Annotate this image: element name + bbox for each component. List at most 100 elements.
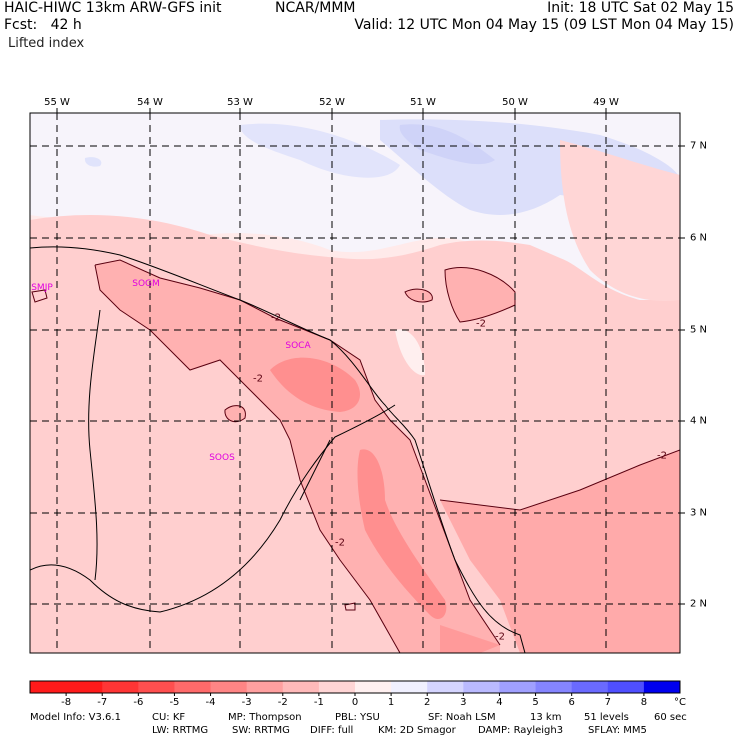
footer-model-info: Model Info: V3.6.1 (30, 712, 121, 723)
colorbar-unit: °C (674, 697, 686, 708)
colorbar-label: 8 (640, 697, 648, 708)
map-field (30, 113, 680, 653)
station-soca: SOCA (285, 341, 311, 351)
footer-km: KM: 2D Smagor (378, 725, 456, 736)
colorbar (30, 681, 681, 696)
colorbar-label: 2 (424, 697, 431, 708)
core-zone-1 (270, 357, 360, 412)
lat-label-4n: 4 N (690, 415, 708, 427)
border-inner (299, 439, 331, 501)
init-time: Init: 18 UTC Sat 02 May 15 (547, 0, 734, 16)
colorbar-swatch (391, 681, 428, 693)
colorbar-swatch (66, 681, 103, 693)
colorbar-swatch (282, 681, 320, 693)
coastline-path (30, 246, 526, 653)
colorbar-swatch (427, 681, 464, 693)
border-southern (30, 404, 396, 613)
colorbar-swatch (607, 681, 645, 693)
colorbar-swatch (463, 681, 500, 693)
colorbar-frame (29, 680, 681, 694)
positive-zone-1 (240, 123, 400, 178)
positive-zone-4 (84, 157, 102, 167)
colorbar-swatch (318, 681, 356, 693)
contour-label-4: -2 (335, 537, 345, 549)
agency-label: NCAR/MMM (275, 0, 356, 16)
lon-label-51w: 51 W (410, 97, 436, 108)
colorbar-label: 4 (496, 697, 503, 708)
colorbar-label: 5 (532, 697, 539, 708)
colorbar-label: 3 (460, 697, 467, 708)
colorbar-swatch (102, 681, 139, 693)
colorbar-label: -2 (277, 697, 288, 708)
footer-sf: SF: Noah LSM (428, 712, 496, 723)
colorbar-label: -8 (61, 697, 72, 708)
colorbar-label: -4 (205, 697, 216, 708)
lon-label-50w: 50 W (502, 97, 528, 108)
lat-label-2n: 2 N (690, 598, 708, 610)
contour-line-4 (404, 288, 433, 303)
lon-label-52w: 52 W (319, 97, 345, 108)
footer-pbl: PBL: YSU (335, 712, 380, 723)
lon-label-55w: 55 W (44, 97, 70, 108)
contour-line-3 (444, 267, 516, 323)
contour-label-3: -2 (476, 318, 486, 330)
colorbar-swatch (30, 681, 67, 693)
footer-levels: 51 levels (584, 712, 629, 723)
colorbar-swatch (246, 681, 284, 693)
lat-label-7n: 7 N (690, 140, 708, 152)
station-sogm: SOGM (132, 279, 160, 289)
darker-zone-2 (445, 267, 515, 322)
positive-zone-3 (399, 124, 495, 165)
map-frame (29, 112, 681, 654)
footer-sw: SW: RRTMG (232, 725, 290, 736)
colorbar-swatch (535, 681, 573, 693)
lat-label-3n: 3 N (690, 507, 708, 519)
contour-label-6: -2 (495, 631, 505, 643)
contour-label-5: -2 (657, 450, 667, 462)
colorbar-label: -5 (169, 697, 180, 708)
graticule (30, 113, 680, 653)
near-zero-patch (395, 329, 425, 376)
colorbar-swatch (210, 681, 248, 693)
darker-zone-5 (440, 450, 680, 653)
lon-label-49w: 49 W (593, 97, 619, 108)
colorbar-swatch (174, 681, 212, 693)
colorbar-swatch (499, 681, 537, 693)
station-soos: SOOS (209, 453, 235, 463)
lon-label-53w: 53 W (227, 97, 253, 108)
darker-zone-3 (405, 289, 433, 303)
colorbar-swatch (138, 681, 175, 693)
core-zone-2 (357, 449, 447, 620)
contour-line-8 (344, 602, 356, 611)
field-name: Lifted index (8, 36, 85, 51)
footer-mp: MP: Thompson (228, 712, 302, 723)
colorbar-label: -3 (241, 697, 252, 708)
colorbar-label: -7 (97, 697, 108, 708)
colorbar-label: 1 (387, 697, 395, 708)
colorbar-swatch (571, 681, 609, 693)
model-title: HAIC-HIWC 13km ARW-GFS init (4, 0, 222, 16)
contour-line-7 (31, 289, 48, 303)
lat-label-5n: 5 N (690, 324, 708, 336)
colorbar-swatch (355, 681, 392, 693)
colorbar-label: 7 (604, 697, 611, 708)
contour-line-6 (439, 449, 680, 511)
pink-zone-2 (560, 140, 680, 301)
lon-label-54w: 54 W (137, 97, 163, 108)
footer-resolution: 13 km (530, 712, 562, 723)
contour-label-2: -2 (253, 373, 263, 385)
colorbar-label: 6 (568, 697, 575, 708)
tick-marks (56, 108, 685, 605)
contour-label-1: -2 (271, 312, 281, 324)
lat-label-6n: 6 N (690, 232, 708, 244)
colorbar-label: -1 (313, 697, 324, 708)
valid-time: Valid: 12 UTC Mon 04 May 15 (09 LST Mon … (354, 17, 734, 33)
core-zone-3 (440, 625, 500, 653)
footer-sflay: SFLAY: MM5 (588, 725, 647, 736)
contour-line-5 (224, 405, 246, 423)
forecast-hour: Fcst: 42 h (4, 17, 82, 33)
coastline (30, 246, 526, 653)
footer-cu: CU: KF (152, 712, 186, 723)
footer-lw: LW: RRTMG (152, 725, 209, 736)
